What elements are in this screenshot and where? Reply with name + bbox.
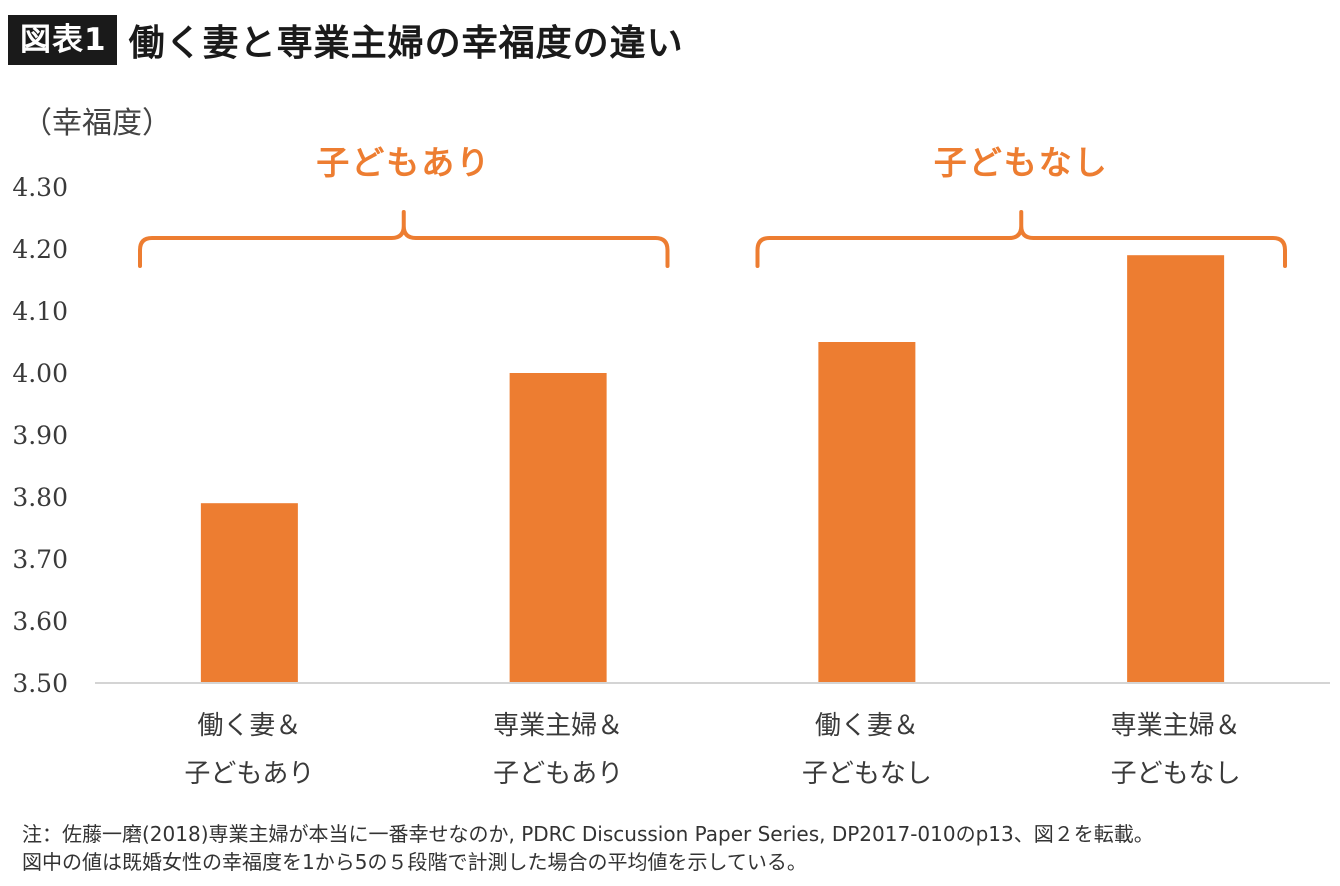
x-tick-label: 子どもなし <box>1111 759 1241 789</box>
group-brace <box>138 210 670 268</box>
y-tick-label: 4.30 <box>12 173 68 202</box>
x-tick-label: 働く妻＆ <box>815 711 919 741</box>
y-tick-label: 3.60 <box>12 607 68 636</box>
x-tick-label: 子どもあり <box>493 759 623 789</box>
x-tick-label: 専業主婦＆ <box>1111 711 1241 741</box>
x-tick-label: 働く妻＆ <box>197 711 301 741</box>
x-tick-label: 専業主婦＆ <box>493 711 623 741</box>
bar <box>1127 255 1225 683</box>
y-tick-label: 3.50 <box>12 669 68 698</box>
group-label: 子どもあり <box>316 143 491 182</box>
x-tick-label: 子どもあり <box>184 759 314 789</box>
bar <box>818 342 916 683</box>
group-brace <box>755 210 1287 268</box>
footnote: 注：佐藤一磨(2018)専業主婦が本当に一番幸せなのか, PDRC Discus… <box>22 820 1154 876</box>
y-tick-label: 4.00 <box>12 359 68 388</box>
footnote-line-2: 図中の値は既婚女性の幸福度を1から5の５段階で計測した場合の平均値を示している。 <box>22 850 807 874</box>
x-tick-label: 子どもなし <box>802 759 932 789</box>
figure-header: 図表1 働く妻と専業主婦の幸福度の違い <box>8 14 684 66</box>
y-tick-label: 3.90 <box>12 421 68 450</box>
group-label: 子どもなし <box>934 143 1109 182</box>
bar <box>509 373 607 683</box>
bar <box>200 503 298 683</box>
y-tick-label: 3.80 <box>12 483 68 512</box>
footnote-line-1: 注：佐藤一磨(2018)専業主婦が本当に一番幸せなのか, PDRC Discus… <box>22 822 1154 846</box>
chart-title: 働く妻と専業主婦の幸福度の違い <box>128 23 684 64</box>
y-axis-unit-label: （幸福度） <box>22 106 172 141</box>
y-tick-label: 4.20 <box>12 235 68 264</box>
y-tick-label: 4.10 <box>12 297 68 326</box>
figure-number-badge: 図表1 <box>8 15 117 65</box>
y-tick-label: 3.70 <box>12 545 68 574</box>
